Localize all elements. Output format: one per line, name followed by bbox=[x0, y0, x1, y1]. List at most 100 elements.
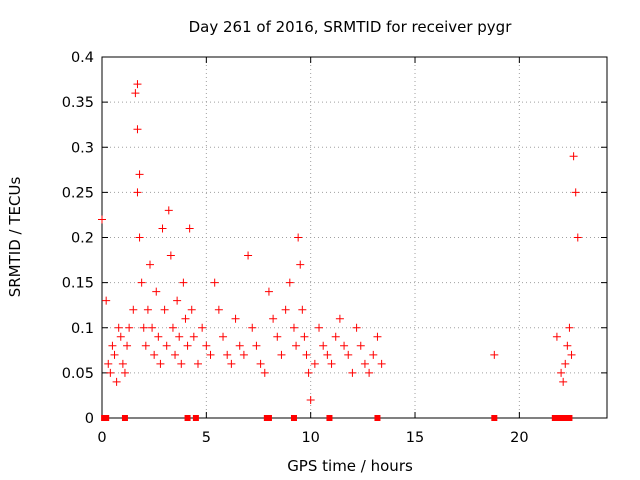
data-point bbox=[150, 350, 159, 359]
data-point bbox=[202, 341, 211, 350]
zero-value-marker bbox=[192, 415, 199, 421]
data-point bbox=[177, 359, 186, 368]
data-point bbox=[102, 296, 111, 305]
y-tick-label: 0.15 bbox=[62, 276, 94, 292]
y-tick-label: 0.25 bbox=[62, 185, 94, 201]
data-point bbox=[285, 278, 294, 287]
data-point bbox=[319, 341, 328, 350]
data-point bbox=[306, 395, 315, 404]
data-point bbox=[298, 305, 307, 314]
data-point bbox=[569, 152, 578, 161]
data-point bbox=[175, 332, 184, 341]
data-point bbox=[340, 341, 349, 350]
data-point bbox=[327, 359, 336, 368]
data-point bbox=[292, 341, 301, 350]
data-point bbox=[210, 278, 219, 287]
zero-value-marker bbox=[491, 415, 498, 421]
y-tick-label: 0.3 bbox=[71, 140, 94, 156]
data-point bbox=[148, 323, 157, 332]
data-point bbox=[289, 323, 298, 332]
data-point bbox=[244, 251, 253, 260]
data-point bbox=[571, 188, 580, 197]
data-point bbox=[223, 350, 232, 359]
x-axis-label: GPS time / hours bbox=[287, 457, 413, 475]
data-point bbox=[108, 341, 117, 350]
data-point bbox=[235, 341, 244, 350]
data-point bbox=[179, 278, 188, 287]
data-point bbox=[273, 332, 282, 341]
data-point bbox=[123, 341, 132, 350]
data-point bbox=[189, 332, 198, 341]
points-layer bbox=[98, 80, 582, 404]
data-point bbox=[185, 224, 194, 233]
data-point bbox=[281, 305, 290, 314]
data-point bbox=[187, 305, 196, 314]
data-point bbox=[369, 350, 378, 359]
tick-layer: 0 0.05 0.1 0.15 0.2 0.25 0.3 0.35 0.4 0 5 10 15 20 bbox=[62, 50, 607, 446]
data-point bbox=[335, 314, 344, 323]
data-point bbox=[302, 350, 311, 359]
data-point bbox=[193, 359, 202, 368]
data-point bbox=[567, 350, 576, 359]
data-point bbox=[162, 341, 171, 350]
data-point bbox=[277, 350, 286, 359]
data-point bbox=[231, 314, 240, 323]
data-point bbox=[356, 341, 365, 350]
data-point bbox=[160, 305, 169, 314]
zero-value-marker bbox=[562, 415, 569, 421]
data-point bbox=[310, 359, 319, 368]
data-point bbox=[110, 350, 119, 359]
data-point bbox=[260, 368, 269, 377]
data-point bbox=[135, 170, 144, 179]
data-point bbox=[198, 323, 207, 332]
data-point bbox=[118, 359, 127, 368]
zero-markers-layer bbox=[101, 415, 573, 421]
data-point bbox=[154, 332, 163, 341]
data-point bbox=[181, 314, 190, 323]
y-tick-label: 0.35 bbox=[62, 95, 94, 111]
data-point bbox=[573, 233, 582, 242]
zero-value-marker bbox=[265, 415, 272, 421]
data-point bbox=[145, 260, 154, 269]
data-point bbox=[565, 323, 574, 332]
data-point bbox=[248, 323, 257, 332]
data-point bbox=[131, 89, 140, 98]
x-tick-label: 5 bbox=[202, 430, 211, 446]
data-point bbox=[137, 278, 146, 287]
zero-value-marker bbox=[326, 415, 333, 421]
data-point bbox=[344, 350, 353, 359]
x-tick-label: 15 bbox=[406, 430, 424, 446]
data-point bbox=[133, 188, 142, 197]
data-point bbox=[227, 359, 236, 368]
data-point bbox=[348, 368, 357, 377]
data-point bbox=[352, 323, 361, 332]
data-point bbox=[104, 359, 113, 368]
zero-value-marker bbox=[103, 415, 110, 421]
y-axis-label: SRMTID / TECUs bbox=[6, 177, 24, 298]
data-point bbox=[143, 305, 152, 314]
data-point bbox=[141, 341, 150, 350]
data-point bbox=[219, 332, 228, 341]
data-point bbox=[139, 323, 148, 332]
y-tick-label: 0.05 bbox=[62, 366, 94, 382]
data-point bbox=[173, 296, 182, 305]
data-point bbox=[239, 350, 248, 359]
data-point bbox=[365, 368, 374, 377]
zero-value-marker bbox=[556, 415, 563, 421]
data-point bbox=[296, 260, 305, 269]
data-point bbox=[164, 206, 173, 215]
data-point bbox=[125, 323, 134, 332]
data-point bbox=[300, 332, 309, 341]
data-point bbox=[158, 224, 167, 233]
data-point bbox=[256, 359, 265, 368]
data-point bbox=[269, 314, 278, 323]
data-point bbox=[304, 368, 313, 377]
chart-title: Day 261 of 2016, SRMTID for receiver pyg… bbox=[189, 18, 513, 36]
data-point bbox=[323, 350, 332, 359]
data-point bbox=[331, 332, 340, 341]
data-point bbox=[557, 368, 566, 377]
data-point bbox=[252, 341, 261, 350]
data-point bbox=[168, 323, 177, 332]
data-point bbox=[114, 323, 123, 332]
